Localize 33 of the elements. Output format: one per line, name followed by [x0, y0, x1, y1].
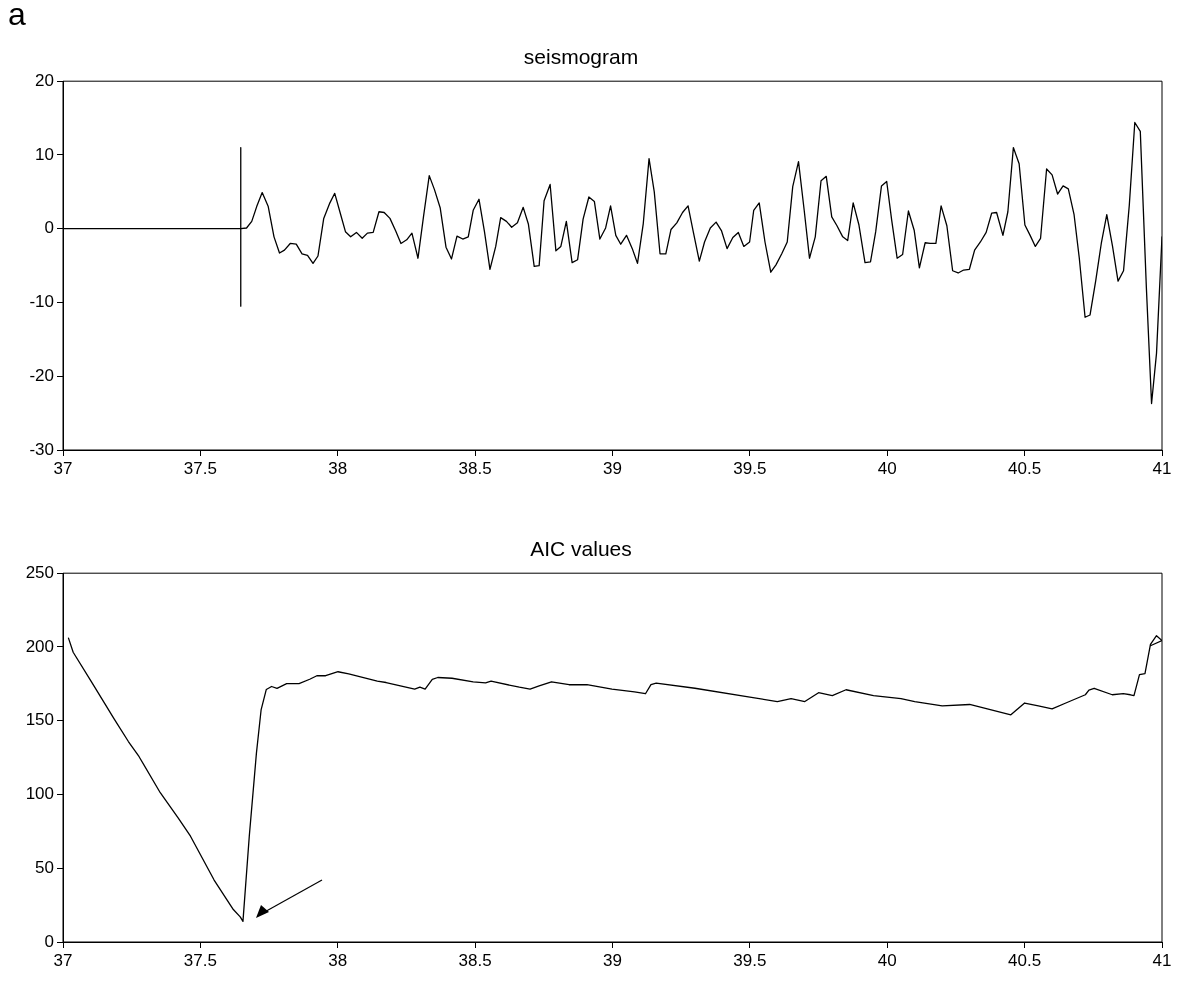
y-tick-label: 200: [25, 636, 54, 656]
x-tick-label: 39: [603, 950, 622, 970]
text: a: [8, 0, 26, 33]
x-tick-label: 38: [328, 458, 348, 478]
x-tick-label: 37.5: [183, 950, 217, 970]
x-tick-label: 41: [1152, 458, 1172, 478]
y-tick-label: 150: [25, 710, 54, 730]
y-tick-label: -30: [29, 439, 54, 459]
x-tick-label: 37: [53, 458, 73, 478]
y-tick-label: 20: [35, 70, 54, 90]
y-tick-label: 250: [25, 562, 54, 582]
x-tick-label: 37: [53, 950, 73, 970]
x-tick-label: 37.5: [183, 458, 217, 478]
x-tick-label: 40: [877, 950, 897, 970]
x-tick-label: 40.5: [1008, 458, 1042, 478]
chart-title: seismogram: [523, 45, 639, 69]
x-tick-label: 39.5: [733, 950, 767, 970]
x-tick-label: 38.5: [458, 458, 492, 478]
x-tick-label: 38.5: [458, 950, 492, 970]
x-tick-label: 39: [603, 458, 622, 478]
y-tick-label: 0: [44, 218, 54, 238]
y-tick-label: 50: [35, 857, 54, 877]
x-tick-label: 40: [877, 458, 897, 478]
chart-title: AIC values: [530, 537, 632, 561]
y-tick-label: -20: [29, 365, 54, 385]
x-tick-label: 38: [328, 950, 348, 970]
y-tick-label: 100: [25, 784, 54, 804]
y-tick-label: 0: [44, 931, 54, 951]
y-tick-label: 10: [35, 144, 54, 164]
y-tick-label: -10: [29, 292, 54, 312]
x-tick-label: 40.5: [1008, 950, 1042, 970]
x-tick-label: 39.5: [733, 458, 767, 478]
x-tick-label: 41: [1152, 950, 1172, 970]
